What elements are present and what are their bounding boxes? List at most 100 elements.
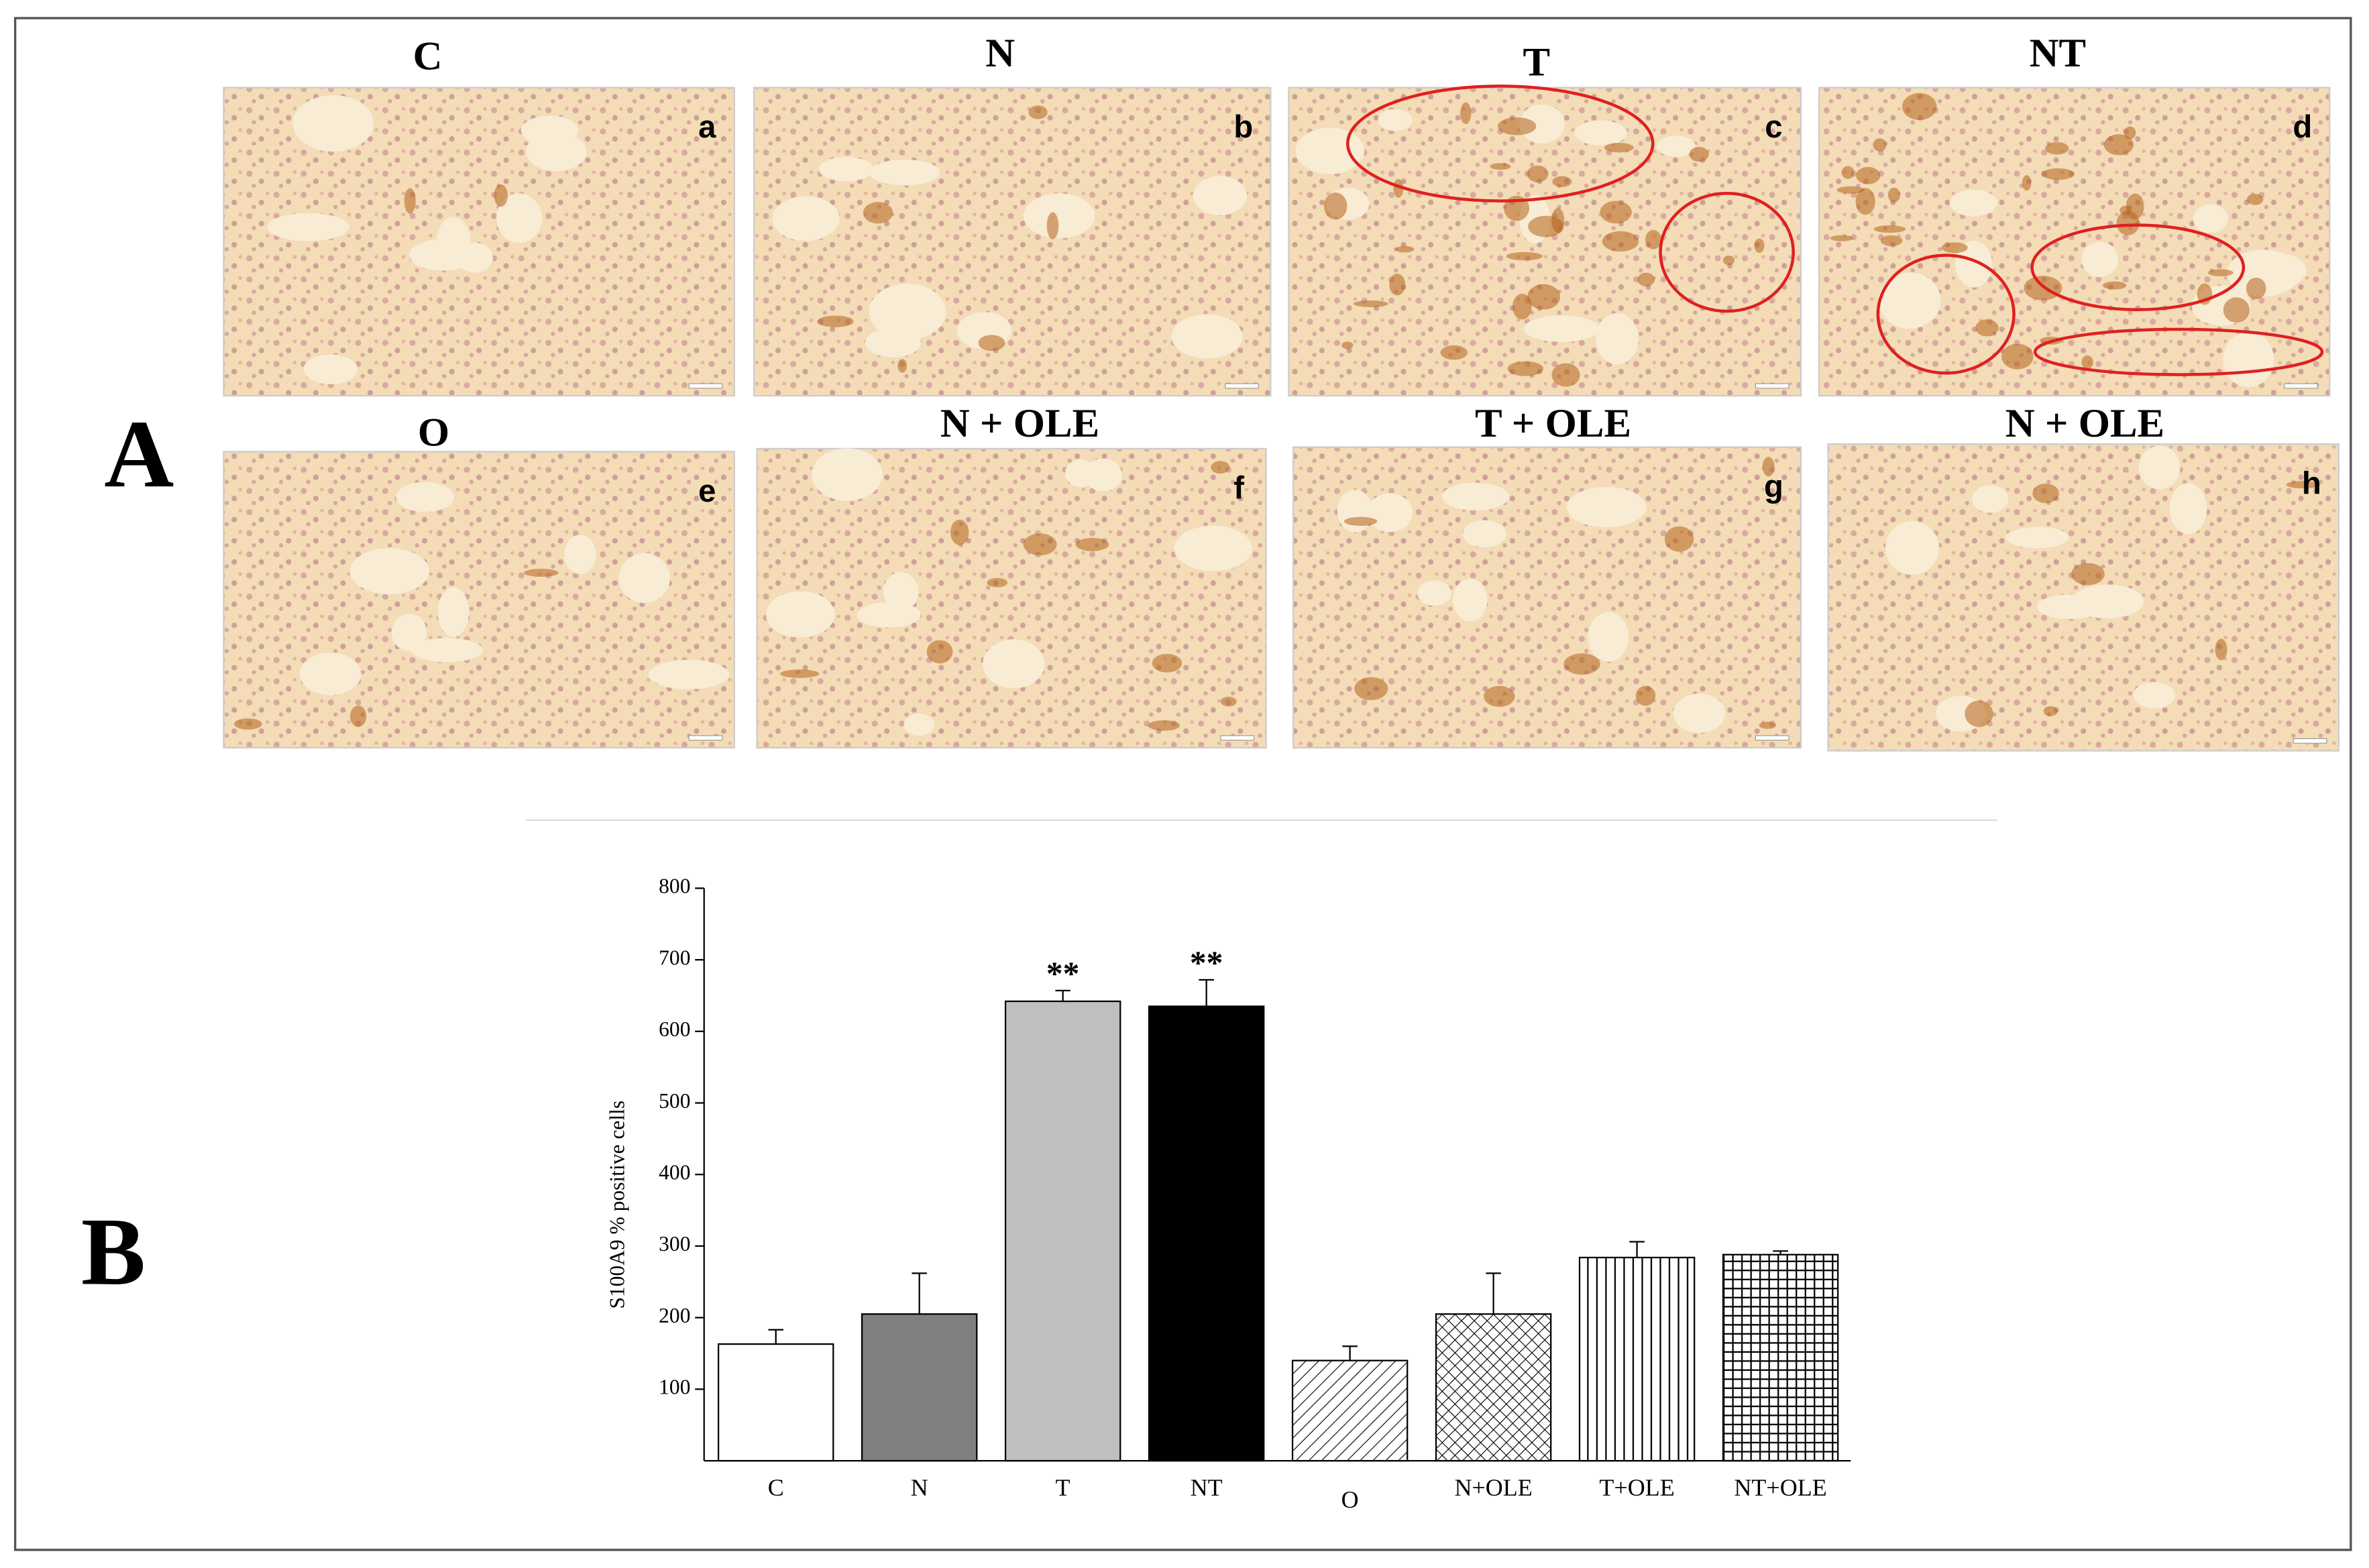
stain bbox=[1664, 526, 1694, 552]
stain bbox=[1830, 235, 1853, 241]
air-space bbox=[1023, 193, 1095, 239]
stain bbox=[2116, 211, 2140, 235]
scale-bar bbox=[1755, 735, 1789, 741]
air-space bbox=[2133, 681, 2176, 709]
stain bbox=[1211, 461, 1230, 474]
highlight-circle bbox=[1659, 192, 1795, 313]
air-space bbox=[766, 591, 835, 638]
air-space bbox=[496, 193, 543, 243]
stain bbox=[1460, 102, 1472, 125]
air-space bbox=[883, 572, 919, 612]
stain bbox=[349, 706, 367, 727]
x-tick-label: N+OLE bbox=[1454, 1474, 1532, 1501]
stain bbox=[1836, 186, 1865, 194]
scale-bar bbox=[2284, 383, 2318, 389]
highlight-circle bbox=[2033, 327, 2324, 376]
stain bbox=[1075, 538, 1109, 551]
stain bbox=[404, 188, 416, 214]
stain bbox=[1046, 212, 1059, 239]
bar bbox=[1291, 1359, 1409, 1462]
bar bbox=[1722, 1253, 1839, 1462]
stain bbox=[1602, 231, 1639, 252]
air-space bbox=[772, 196, 840, 241]
stain bbox=[1028, 105, 1048, 119]
air-space bbox=[869, 159, 940, 186]
stain bbox=[1220, 696, 1237, 707]
stain bbox=[2124, 126, 2136, 139]
x-tick-label: C bbox=[768, 1474, 784, 1501]
stain bbox=[1841, 166, 1855, 179]
air-space bbox=[1588, 612, 1629, 662]
stain bbox=[2041, 168, 2075, 180]
micrograph-letter: h bbox=[2302, 466, 2321, 502]
stain bbox=[1762, 457, 1775, 477]
air-space bbox=[2258, 254, 2307, 288]
air-space bbox=[812, 448, 883, 501]
air-space bbox=[648, 659, 730, 689]
stain bbox=[1023, 533, 1057, 556]
stain bbox=[1343, 516, 1378, 526]
air-space bbox=[1949, 189, 1997, 217]
stain bbox=[1395, 245, 1415, 253]
air-space bbox=[349, 548, 430, 595]
air-space bbox=[526, 132, 587, 172]
y-tick-label: 400 bbox=[659, 1160, 690, 1184]
stain bbox=[1600, 201, 1632, 224]
stain bbox=[987, 577, 1008, 587]
micrograph-letter: b bbox=[1233, 109, 1253, 145]
air-space bbox=[1174, 525, 1252, 571]
stain bbox=[2223, 297, 2250, 323]
air-space bbox=[983, 639, 1045, 689]
stain bbox=[1389, 274, 1406, 296]
air-space bbox=[391, 614, 427, 651]
micrograph-title: T bbox=[1523, 40, 1551, 85]
air-space bbox=[903, 714, 935, 736]
y-tick-label: 500 bbox=[659, 1089, 690, 1113]
stain bbox=[817, 315, 854, 327]
stain bbox=[2286, 481, 2321, 489]
stain bbox=[780, 669, 820, 678]
bar bbox=[1004, 1000, 1121, 1462]
stain bbox=[1855, 188, 1875, 215]
highlight-circle bbox=[1876, 254, 2016, 375]
stain bbox=[1497, 117, 1537, 135]
stain bbox=[2024, 276, 2062, 300]
air-space bbox=[618, 553, 670, 604]
micrograph-letter: e bbox=[698, 473, 716, 509]
x-tick-label: N bbox=[911, 1474, 928, 1501]
y-tick-label: 600 bbox=[659, 1017, 690, 1041]
bar bbox=[861, 1313, 978, 1462]
air-space bbox=[1885, 520, 1940, 575]
stain bbox=[2207, 269, 2234, 277]
stain bbox=[1604, 142, 1634, 153]
stain bbox=[2246, 193, 2264, 205]
micrograph-letter: c bbox=[1765, 109, 1782, 145]
stain bbox=[1902, 93, 1937, 121]
stain bbox=[1873, 225, 1906, 233]
highlight-circle bbox=[2030, 223, 2246, 311]
air-space bbox=[818, 156, 874, 182]
y-tick-label: 300 bbox=[659, 1232, 690, 1255]
scale-bar bbox=[688, 735, 723, 741]
stain bbox=[897, 359, 907, 373]
stain bbox=[1512, 294, 1532, 320]
stain bbox=[234, 718, 262, 730]
micrograph-letter: f bbox=[1233, 470, 1244, 506]
air-space bbox=[2072, 584, 2144, 619]
air-space bbox=[1673, 693, 1726, 733]
stain bbox=[1484, 685, 1515, 708]
air-space bbox=[1441, 482, 1510, 510]
stain bbox=[2103, 134, 2134, 156]
air-space bbox=[1878, 272, 1941, 329]
x-tick-label: T+OLE bbox=[1599, 1474, 1674, 1501]
stain bbox=[1341, 341, 1354, 349]
air-space bbox=[1337, 490, 1373, 533]
stain bbox=[1552, 176, 1572, 187]
air-space bbox=[2169, 483, 2207, 535]
scale-bar bbox=[2293, 738, 2327, 744]
air-space bbox=[410, 638, 483, 663]
air-space bbox=[1596, 313, 1639, 365]
y-tick-label: 700 bbox=[659, 946, 690, 969]
y-tick-label: 100 bbox=[659, 1376, 690, 1399]
air-space bbox=[1519, 104, 1565, 144]
